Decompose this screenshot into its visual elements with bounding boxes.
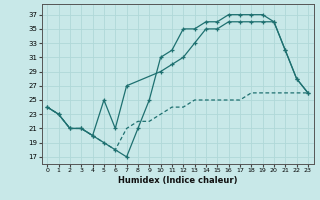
X-axis label: Humidex (Indice chaleur): Humidex (Indice chaleur) <box>118 176 237 185</box>
